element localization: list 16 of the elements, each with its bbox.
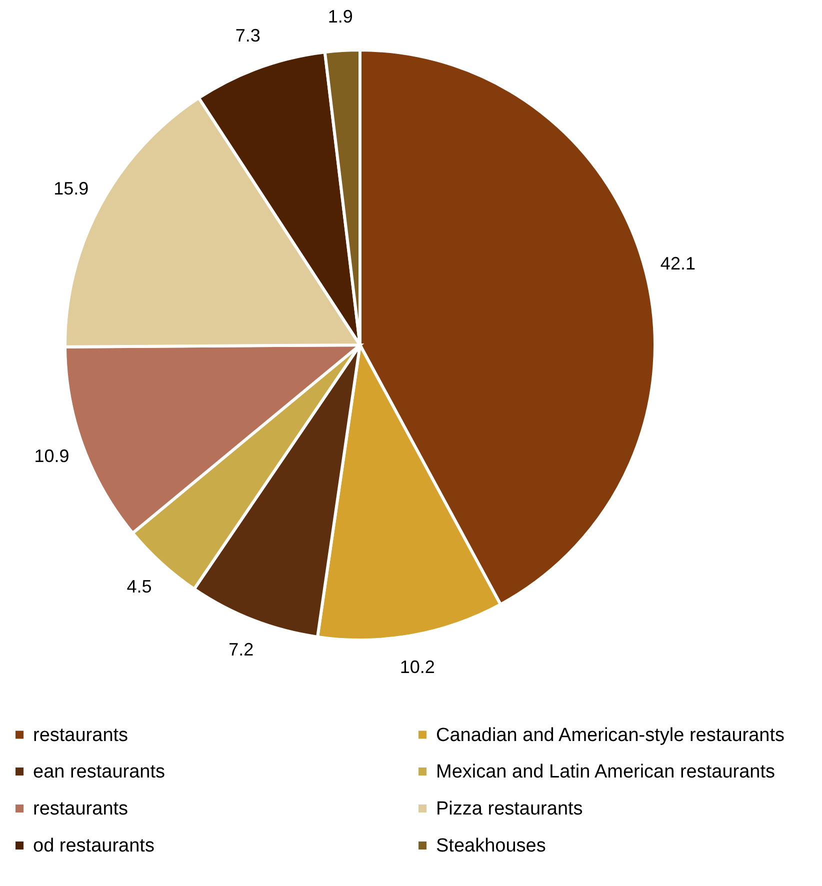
legend-label: Mexican and Latin American restaurants [436, 762, 776, 782]
data-label: 42.1 [660, 253, 696, 274]
data-label: 10.9 [34, 446, 70, 466]
data-label: 15.9 [54, 178, 89, 199]
legend-label: restaurants [33, 724, 128, 746]
legend-label: Pizza restaurants [436, 798, 583, 820]
data-label: 7.3 [235, 26, 260, 46]
data-label: 4.5 [126, 576, 152, 597]
legend-label: restaurants [33, 798, 128, 820]
legend-label: Steakhouses [436, 836, 546, 856]
data-label: 10.2 [400, 656, 435, 677]
data-label: 1.9 [328, 6, 353, 27]
legend-label: Canadian and American-style restaurants [436, 724, 785, 746]
legend-label: od restaurants [33, 836, 154, 856]
data-label: 7.2 [228, 640, 254, 660]
legend-label: ean restaurants [33, 762, 166, 782]
